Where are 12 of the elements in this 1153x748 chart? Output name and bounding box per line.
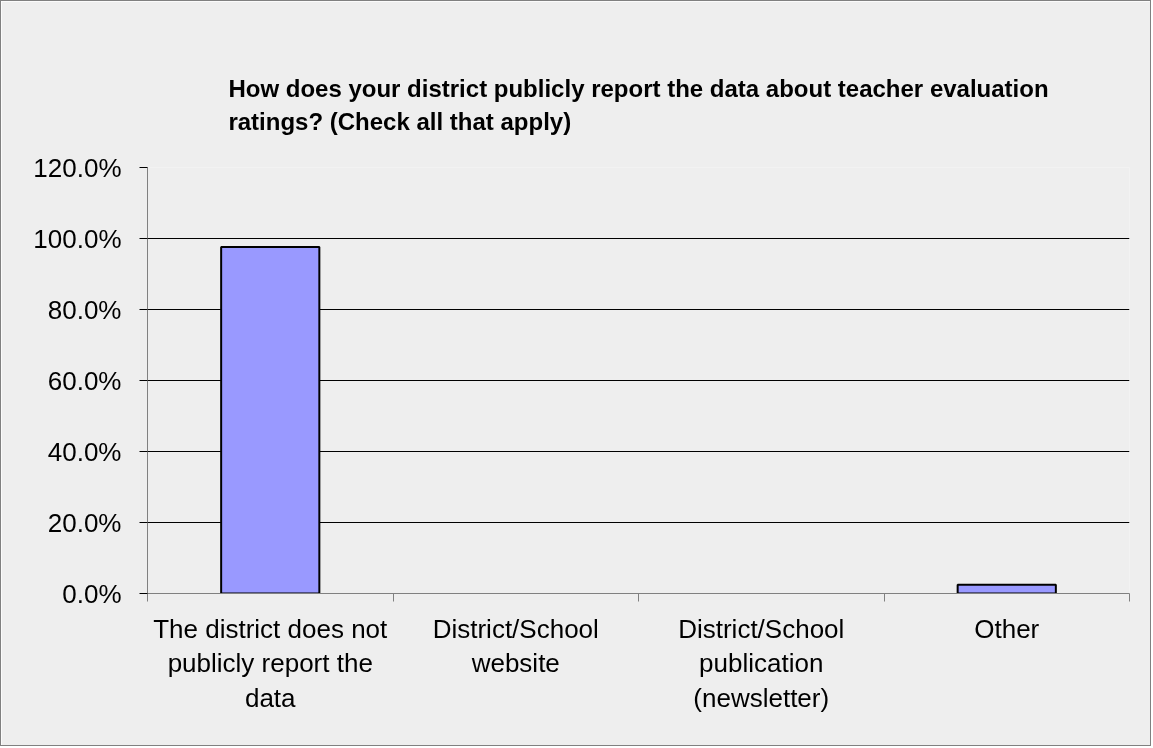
y-tick-label: 120.0% — [33, 152, 122, 183]
y-tick-label: 0.0% — [62, 578, 122, 609]
y-tick-label: 60.0% — [47, 365, 122, 396]
x-tick-label: The district does not publicly report the data — [153, 613, 389, 713]
chart-title: How does your district publicly report the data about teacher evaluation ratings? (Check all that apply) — [228, 74, 1049, 136]
y-tick-label: 100.0% — [33, 223, 122, 254]
y-tick-label: 80.0% — [47, 294, 122, 325]
y-tick-label: 40.0% — [47, 436, 122, 467]
x-tick-label: District/School publication (newsletter) — [678, 613, 845, 713]
x-tick-label: Other — [974, 613, 1040, 644]
x-tick-label: District/School website — [432, 613, 599, 678]
y-tick-label: 20.0% — [47, 507, 122, 538]
